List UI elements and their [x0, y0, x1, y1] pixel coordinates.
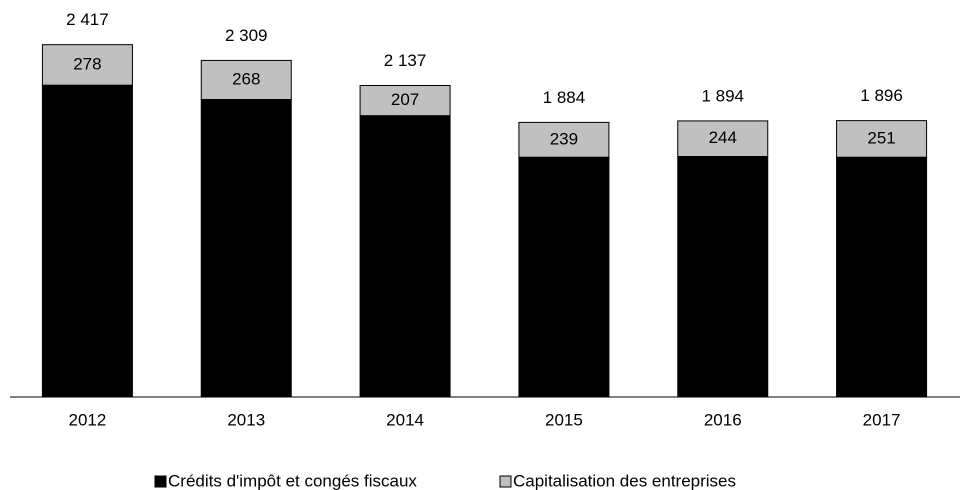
x-tick-label: 2014 — [386, 410, 424, 429]
value-label: 1 930 — [384, 246, 427, 265]
value-label: 239 — [550, 129, 578, 148]
x-tick-label: 2013 — [227, 410, 265, 429]
bar-segment — [200, 59, 292, 100]
legend-label: Crédits d'impôt et congés fiscaux — [168, 471, 417, 490]
bar-segment — [518, 121, 610, 158]
value-label: 278 — [73, 54, 101, 73]
x-tick-label: 2015 — [545, 410, 583, 429]
x-tick-label: 2016 — [704, 410, 742, 429]
bar-segment — [836, 156, 928, 398]
bar-segment — [359, 84, 451, 117]
value-label: 268 — [232, 69, 260, 88]
x-tick-label: 2012 — [69, 410, 107, 429]
bar-segment — [41, 84, 133, 398]
value-label: 207 — [391, 90, 419, 109]
legend-swatch — [154, 475, 167, 488]
total-label: 1 884 — [543, 88, 586, 107]
total-label: 2 137 — [384, 51, 427, 70]
value-label: 244 — [709, 128, 737, 147]
value-label: 1 645 — [543, 267, 586, 286]
value-label: 1 650 — [701, 266, 744, 285]
bar-segment — [677, 120, 769, 157]
value-label: 1 645 — [860, 267, 903, 286]
value-label: 2 041 — [225, 238, 268, 257]
bar-segment — [836, 120, 928, 158]
x-tick-label: 2017 — [863, 410, 901, 429]
legend-label: Capitalisation des entreprises — [513, 471, 736, 490]
value-label: 251 — [867, 128, 895, 147]
total-label: 1 894 — [701, 86, 744, 105]
value-label: 2 139 — [66, 231, 109, 250]
bar-segment — [41, 44, 133, 86]
total-label: 2 417 — [66, 10, 109, 29]
bar-segment — [359, 115, 451, 398]
total-label: 1 896 — [860, 86, 903, 105]
legend-swatch — [499, 475, 512, 488]
total-label: 2 309 — [225, 26, 268, 45]
